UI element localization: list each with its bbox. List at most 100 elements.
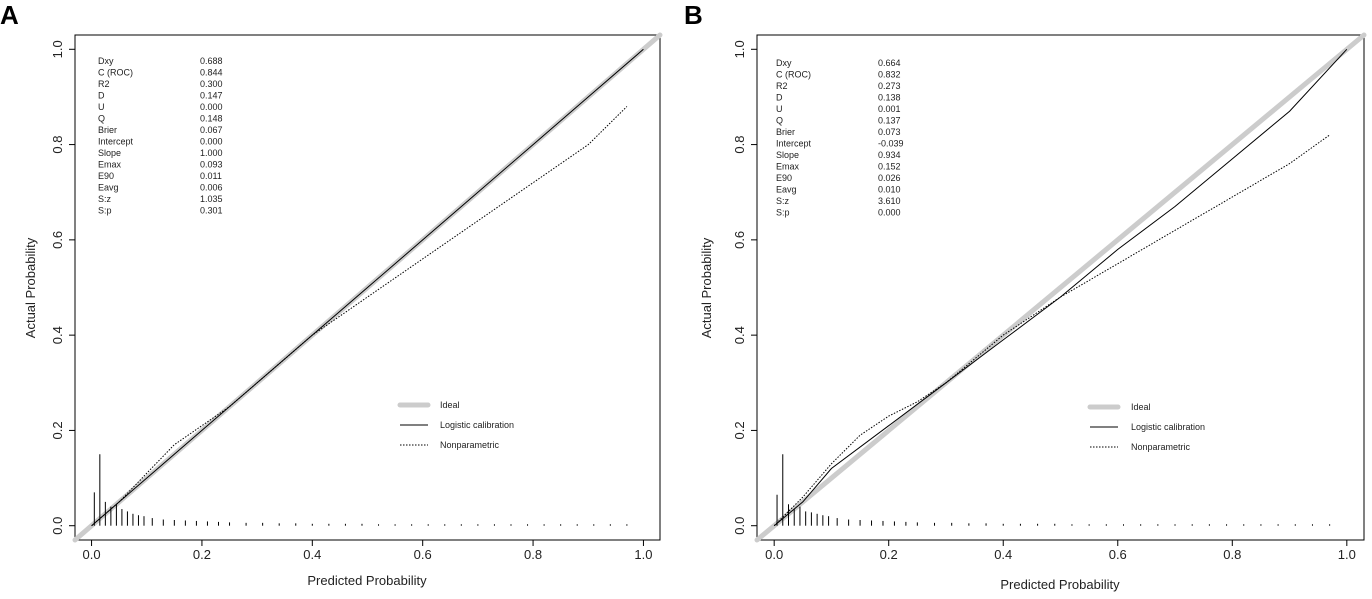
stat-value: 0.137 [878, 116, 901, 126]
stat-value: 0.300 [200, 79, 223, 89]
stat-name: Brier [98, 125, 117, 135]
panel-a-legend: Ideal Logistic calibration Nonparametric [397, 400, 514, 450]
panel-a-stats-table: Dxy 0.688 C (ROC) 0.844 R2 0.300 D 0.147 U 0.000 Q… [98, 56, 223, 216]
series-line-logistic-calibration [91, 48, 644, 527]
stat-value: 0.011 [200, 171, 222, 181]
stat-value: 0.138 [878, 93, 901, 103]
y-tick-label: 0.0 [50, 517, 65, 535]
x-tick-label: 0.0 [765, 547, 783, 562]
panel-a-plot-frame [74, 34, 661, 541]
legend-label: Nonparametric [440, 440, 500, 450]
stat-name: Q [98, 114, 105, 124]
stat-name: C (ROC) [776, 70, 811, 80]
panel-b-y-axis-title: Actual Probability [699, 237, 714, 338]
stat-name: Dxy [776, 58, 792, 68]
y-tick-label: 0.6 [732, 231, 747, 249]
stat-name: U [776, 104, 783, 114]
stat-value: 0.832 [878, 70, 901, 80]
stat-value: 0.010 [878, 185, 901, 195]
y-tick-label: 0.6 [50, 231, 65, 249]
stat-name: S:z [98, 194, 112, 204]
panel-a: A Predicted Probability Actual Probabili… [0, 0, 663, 588]
stat-value: 0.273 [878, 81, 901, 91]
panel-b-plot-frame [756, 34, 1365, 541]
stat-name: S:p [776, 208, 790, 218]
legend-label: Ideal [1131, 402, 1151, 412]
stat-name: Brier [776, 127, 795, 137]
y-tick-label: 0.4 [50, 326, 65, 344]
x-tick-label: 0.2 [880, 547, 898, 562]
panel-b-label: B [684, 0, 703, 30]
stat-name: Intercept [98, 137, 134, 147]
y-tick-label: 0.0 [732, 517, 747, 535]
stat-value: 0.073 [878, 127, 901, 137]
legend-label: Nonparametric [1131, 442, 1191, 452]
stat-value: 3.610 [878, 196, 901, 206]
stat-name: Slope [776, 150, 799, 160]
stat-name: Intercept [776, 139, 812, 149]
stat-name: D [776, 93, 783, 103]
stat-name: R2 [776, 81, 788, 91]
stat-value: 0.664 [878, 58, 901, 68]
x-tick-label: 0.0 [83, 547, 101, 562]
stat-value: -0.039 [878, 139, 904, 149]
stat-value: 0.148 [200, 114, 223, 124]
x-tick-label: 0.8 [1223, 547, 1241, 562]
stat-name: S:p [98, 206, 112, 216]
panel-b-ticks: 0.0 0.2 0.4 0.6 0.8 1.0 0.0 0.2 0.4 0.6 0.8 1.0 [732, 40, 1356, 562]
panel-b-marks [754, 32, 1367, 543]
y-tick-label: 1.0 [732, 40, 747, 58]
series-line-ideal [754, 32, 1367, 543]
stat-name: R2 [98, 79, 110, 89]
stat-name: Emax [98, 160, 122, 170]
panel-b-legend: Ideal Logistic calibration Nonparametric [1087, 402, 1205, 452]
stat-value: 0.147 [200, 91, 223, 101]
stat-name: Slope [98, 148, 121, 158]
panel-b-x-axis-title: Predicted Probability [1000, 577, 1120, 592]
stat-value: 0.152 [878, 162, 901, 172]
y-tick-label: 0.2 [732, 421, 747, 439]
y-tick-label: 1.0 [50, 40, 65, 58]
stat-value: 0.067 [200, 125, 223, 135]
x-tick-label: 0.6 [414, 547, 432, 562]
stat-name: E90 [98, 171, 114, 181]
stat-value: 0.301 [200, 206, 223, 216]
panel-b-stats-table: Dxy 0.664 C (ROC) 0.832 R2 0.273 D 0.138 U 0.001 Q… [776, 58, 904, 218]
x-tick-label: 0.8 [524, 547, 542, 562]
x-tick-label: 0.4 [994, 547, 1012, 562]
panel-b: B Predicted Probability Actual Probabili… [684, 0, 1367, 592]
panel-a-marks [72, 32, 663, 543]
legend-label: Ideal [440, 400, 460, 410]
legend-label: Logistic calibration [440, 420, 514, 430]
stat-name: Dxy [98, 56, 114, 66]
y-tick-label: 0.4 [732, 326, 747, 344]
stat-name: D [98, 91, 105, 101]
x-tick-label: 0.6 [1109, 547, 1127, 562]
panel-a-x-axis-title: Predicted Probability [307, 573, 427, 588]
stat-name: E90 [776, 173, 792, 183]
stat-value: 0.844 [200, 68, 223, 78]
stat-value: 0.000 [878, 208, 901, 218]
stat-name: Eavg [98, 183, 119, 193]
y-tick-label: 0.8 [50, 136, 65, 154]
stat-name: S:z [776, 196, 790, 206]
panel-a-ticks: 0.0 0.2 0.4 0.6 0.8 1.0 0.0 0.2 0.4 0.6 0.8 1.0 [50, 40, 652, 562]
stat-name: Emax [776, 162, 800, 172]
x-tick-label: 0.2 [193, 547, 211, 562]
stat-value: 0.000 [200, 102, 223, 112]
x-tick-label: 1.0 [1338, 547, 1356, 562]
y-tick-label: 0.8 [732, 136, 747, 154]
stat-value: 0.006 [200, 183, 223, 193]
y-tick-label: 0.2 [50, 421, 65, 439]
legend-label: Logistic calibration [1131, 422, 1205, 432]
stat-value: 0.934 [878, 150, 901, 160]
stat-value: 1.035 [200, 194, 223, 204]
stat-name: C (ROC) [98, 68, 133, 78]
series-line-logistic-calibration [773, 48, 1348, 527]
panel-a-y-axis-title: Actual Probability [23, 237, 38, 338]
stat-value: 0.001 [878, 104, 901, 114]
panel-a-label: A [0, 0, 19, 30]
stat-value: 0.093 [200, 160, 223, 170]
series-line-nonparametric [773, 134, 1330, 527]
